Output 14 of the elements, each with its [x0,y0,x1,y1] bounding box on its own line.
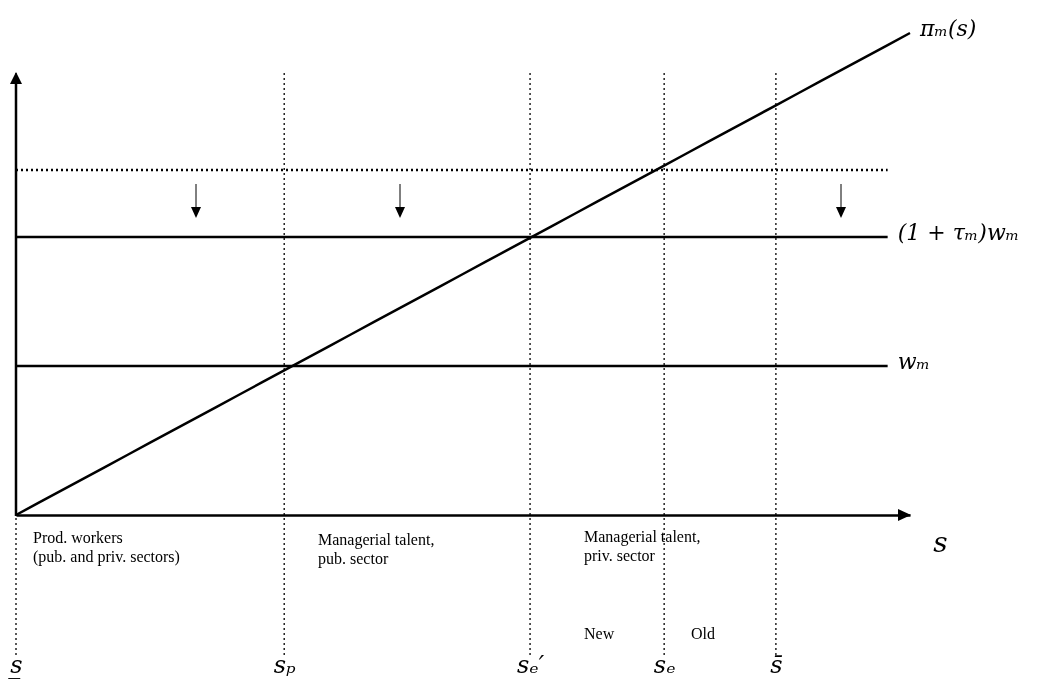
series-label: πₘ(s) [919,16,977,41]
x-tick-label: sₑ′ [517,650,545,679]
series-label: (1 + τₘ)wₘ [897,219,1020,245]
text: Managerial talent, priv. sector [584,527,701,565]
text: Prod. workers (pub. and priv. sectors) [33,528,180,566]
text: Managerial talent, pub. sector [318,530,435,568]
x-tick-label: sₑ [653,650,676,679]
x-tick-label: sₚ [273,650,297,679]
x-tick-label: s̲ [8,650,23,679]
series-label: wₘ [897,349,930,375]
x-tick-label: s̄ [770,650,783,679]
x-axis-title: s [933,525,948,559]
text: New [584,624,615,643]
text: Old [691,624,715,643]
